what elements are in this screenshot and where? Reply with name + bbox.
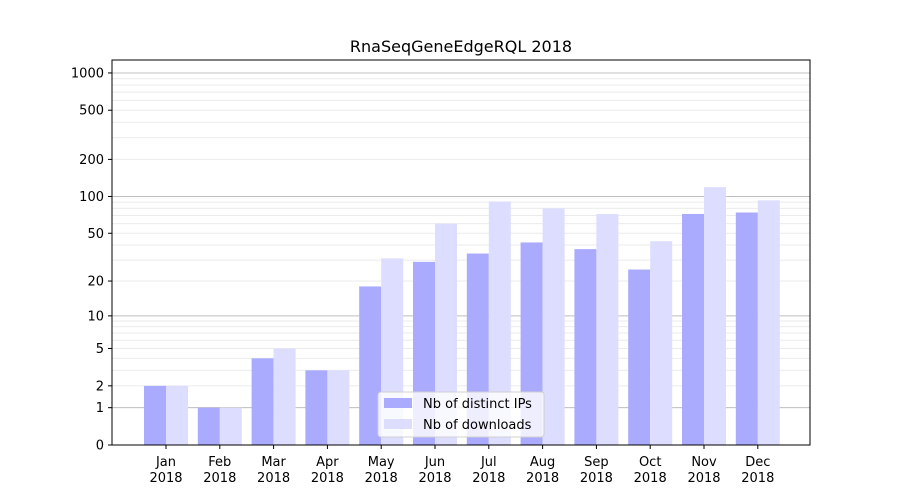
legend-swatch	[384, 419, 412, 429]
y-tick-label: 100	[79, 190, 104, 205]
x-tick-label: Jul	[480, 455, 497, 470]
y-tick-label: 0	[96, 439, 104, 454]
chart-title: RnaSeqGeneEdgeRQL 2018	[350, 37, 572, 56]
x-tick-label: Sep	[584, 455, 609, 470]
bar-ips	[197, 407, 220, 445]
y-tick-label: 200	[79, 153, 104, 168]
x-tick-label: Feb	[208, 455, 231, 470]
bar-downloads	[542, 208, 565, 445]
bar-ips	[735, 212, 758, 445]
bar-downloads	[488, 201, 511, 445]
x-tick-label: 2018	[634, 471, 667, 486]
x-tick-label: Nov	[691, 455, 717, 470]
y-tick-label: 10	[87, 309, 104, 324]
y-tick-label: 1	[96, 401, 104, 416]
bar-downloads	[166, 385, 188, 445]
y-tick-label: 20	[87, 275, 104, 290]
bar-ips	[251, 358, 274, 445]
y-tick-label: 1000	[71, 66, 104, 81]
x-tick-label: 2018	[365, 471, 398, 486]
bar-downloads	[273, 348, 296, 445]
bar-ips	[144, 385, 166, 445]
x-tick-label: Mar	[261, 455, 286, 470]
legend-swatch	[384, 398, 412, 408]
y-tick-label: 50	[87, 227, 104, 242]
x-tick-label: 2018	[203, 471, 236, 486]
y-tick-label: 5	[96, 342, 104, 357]
legend-box	[377, 391, 545, 438]
x-tick-label: 2018	[580, 471, 613, 486]
legend-label: Nb of downloads	[423, 418, 532, 433]
x-tick-label: Dec	[745, 455, 770, 470]
plot-frame	[111, 59, 811, 446]
bar-downloads	[219, 407, 242, 445]
x-tick-label: 2018	[257, 471, 290, 486]
x-tick-label: 2018	[687, 471, 720, 486]
x-tick-label: 2018	[472, 471, 505, 486]
y-tick-label: 2	[96, 379, 104, 394]
x-tick-label: Oct	[639, 455, 661, 470]
x-tick-label: Aug	[530, 455, 555, 470]
x-tick-label: Jan	[155, 455, 176, 470]
bar-downloads	[327, 370, 350, 445]
bar-downloads	[596, 213, 619, 445]
x-tick-label: Apr	[316, 455, 339, 470]
bar-ips	[305, 370, 328, 445]
x-tick-label: May	[368, 455, 395, 470]
bar-ips	[628, 269, 651, 445]
legend-label: Nb of distinct IPs	[423, 397, 532, 412]
bar-downloads	[435, 223, 457, 445]
x-tick-label: 2018	[526, 471, 559, 486]
x-tick-label: Jun	[424, 455, 445, 470]
bar-ips	[682, 213, 704, 445]
x-tick-label: 2018	[418, 471, 451, 486]
x-tick-label: 2018	[741, 471, 774, 486]
x-tick-label: 2018	[311, 471, 344, 486]
bar-downloads	[704, 187, 726, 445]
x-tick-label: 2018	[149, 471, 182, 486]
y-tick-label: 500	[79, 104, 104, 119]
bar-ips	[574, 249, 597, 445]
bar-downloads	[650, 241, 673, 445]
bar-ips	[359, 286, 382, 445]
bar-downloads	[757, 200, 780, 445]
